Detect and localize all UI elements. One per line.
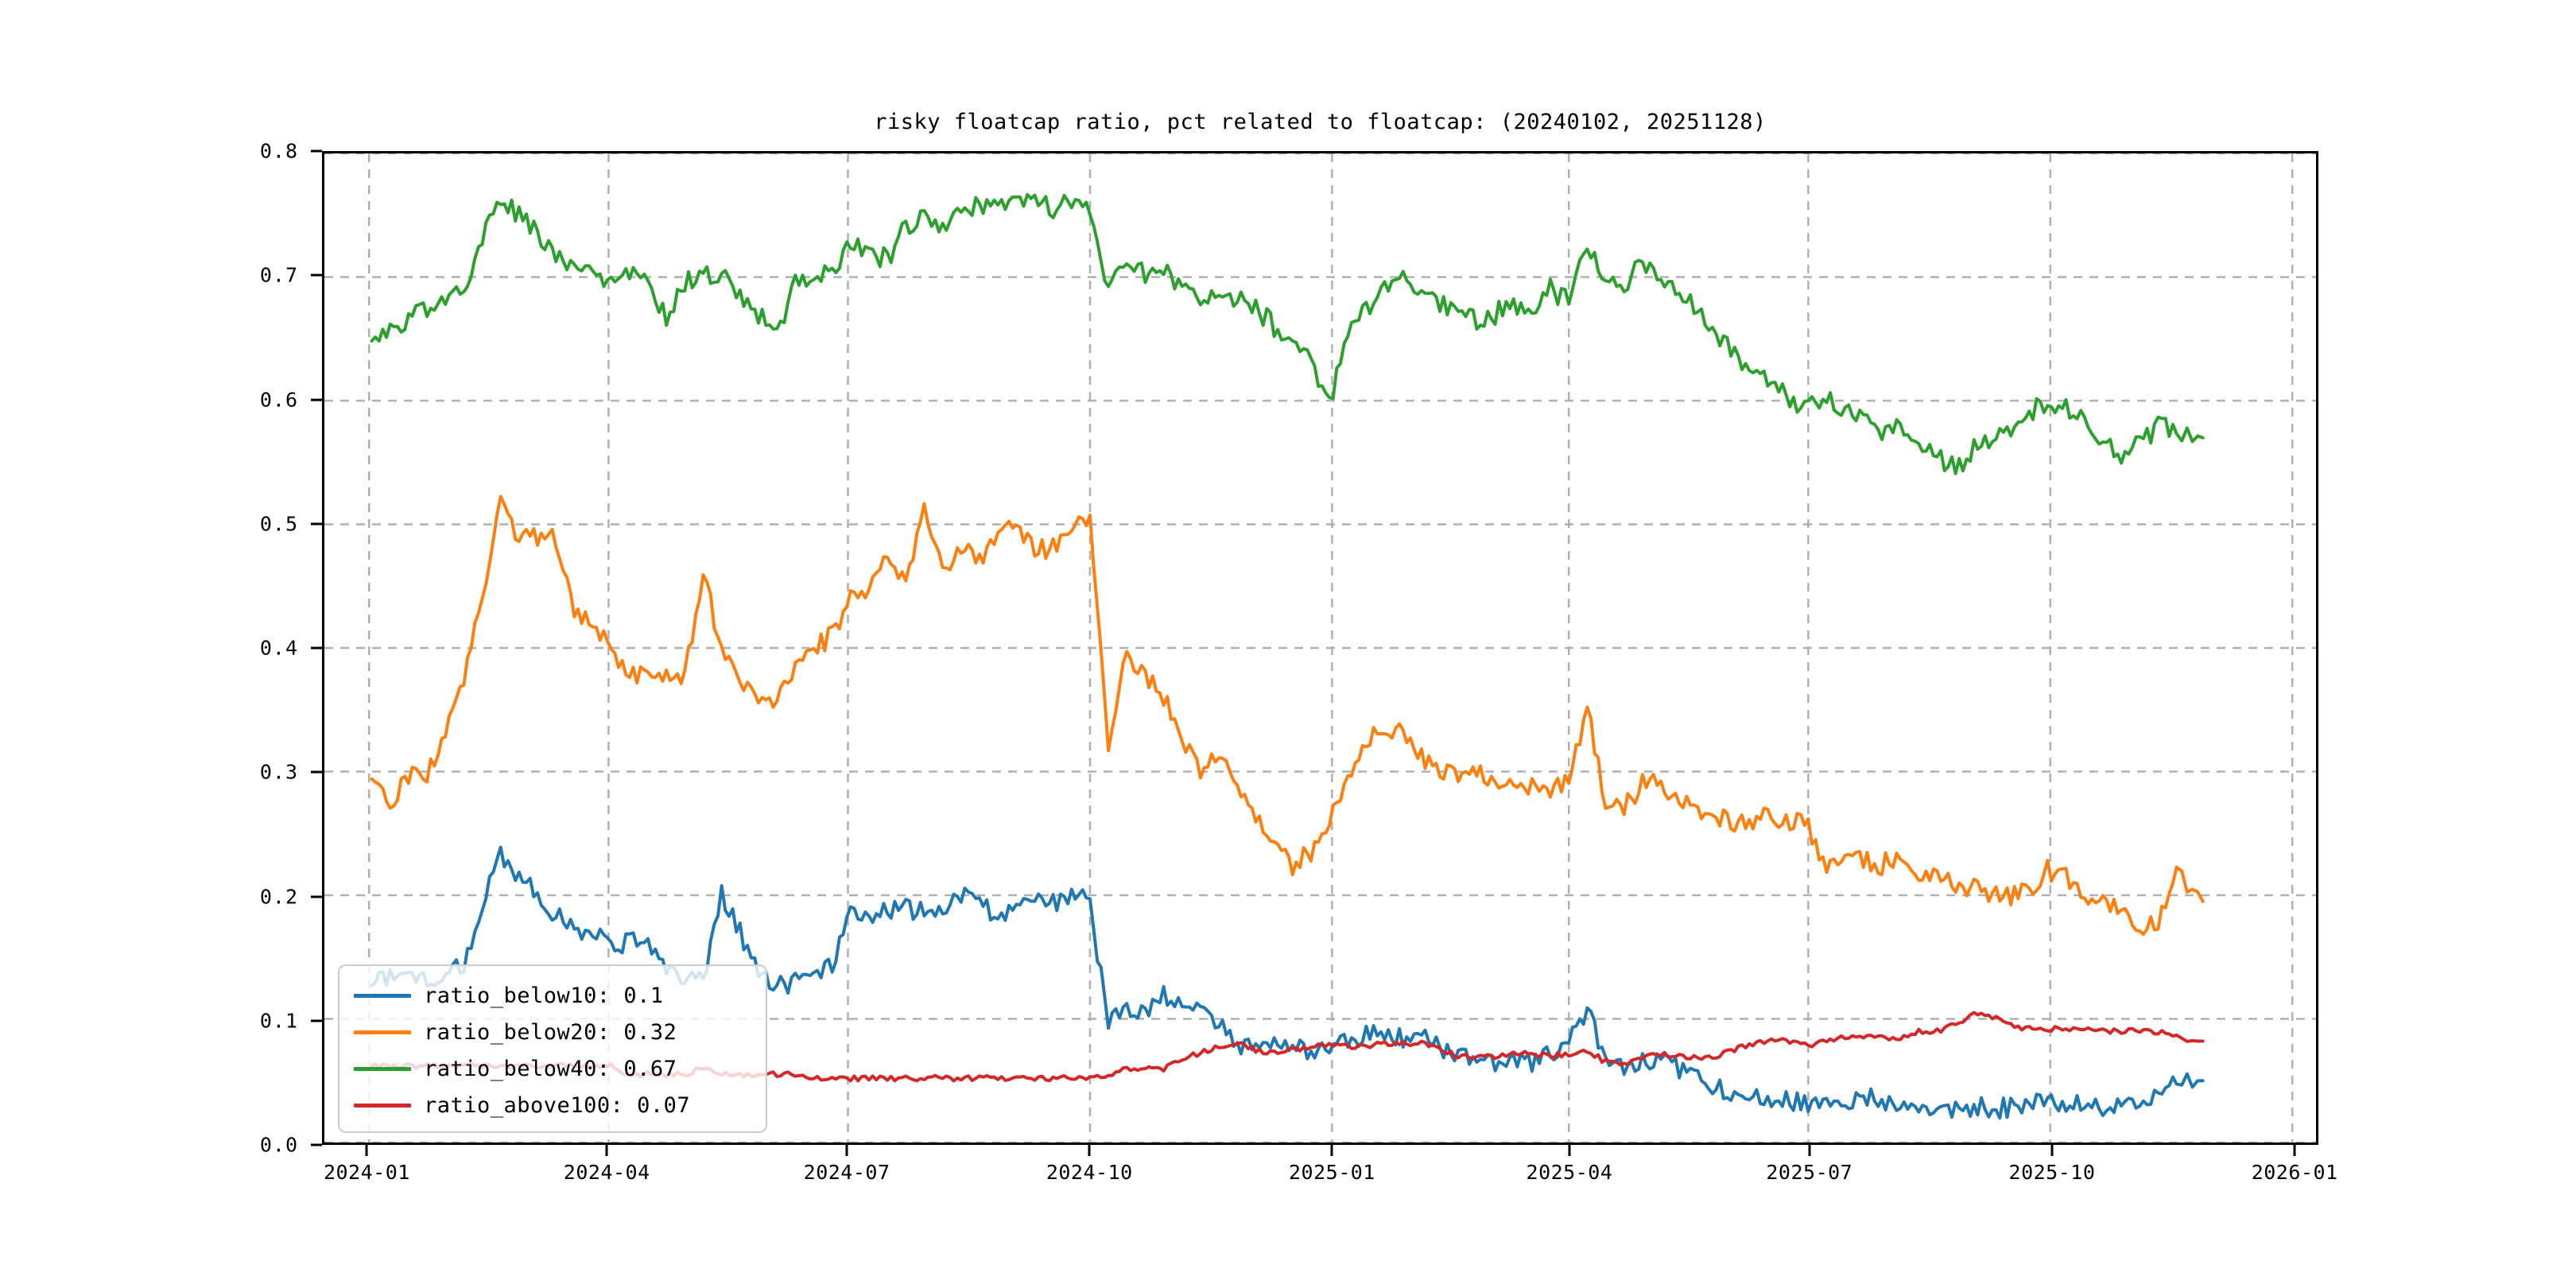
x-tick-label: 2024-07 xyxy=(803,1161,890,1184)
x-tick-label: 2025-07 xyxy=(1766,1161,1853,1184)
x-tick-label: 2024-01 xyxy=(323,1161,410,1184)
y-tick-mark xyxy=(311,149,322,153)
y-tick-label: 0.0 xyxy=(259,1133,298,1157)
y-tick-mark xyxy=(311,274,322,277)
x-tick-mark xyxy=(845,1145,848,1156)
x-tick-mark xyxy=(605,1145,608,1156)
legend-color-swatch xyxy=(354,1103,411,1108)
legend-item-ratio_below40[interactable]: ratio_below40: 0.67 xyxy=(354,1050,751,1087)
series-line-ratio_below40 xyxy=(372,195,2203,474)
x-tick-label: 2025-01 xyxy=(1288,1161,1375,1184)
legend-color-swatch xyxy=(354,1030,411,1034)
legend-item-ratio_below10[interactable]: ratio_below10: 0.1 xyxy=(354,977,751,1014)
y-tick-mark xyxy=(311,1143,322,1146)
grid-lines xyxy=(324,153,2316,1143)
legend-label: ratio_below40: 0.67 xyxy=(424,1056,677,1081)
page-title: risky floatcap ratio, pct related to flo… xyxy=(874,110,1767,134)
x-tick-label: 2024-10 xyxy=(1046,1161,1133,1184)
y-tick-mark xyxy=(311,770,322,774)
y-tick-label: 0.1 xyxy=(259,1009,298,1033)
x-tick-label: 2024-04 xyxy=(563,1161,650,1184)
legend-item-ratio_below20[interactable]: ratio_below20: 0.32 xyxy=(354,1014,751,1050)
series-line-ratio_below20 xyxy=(372,497,2203,935)
y-tick-label: 0.4 xyxy=(259,636,298,660)
x-tick-label: 2026-01 xyxy=(2251,1161,2338,1184)
x-tick-mark xyxy=(1330,1145,1333,1156)
y-tick-mark xyxy=(311,646,322,650)
x-tick-mark xyxy=(1568,1145,1571,1156)
x-tick-mark xyxy=(2050,1145,2054,1156)
y-tick-label: 0.5 xyxy=(259,512,298,536)
y-tick-label: 0.7 xyxy=(259,263,298,287)
x-tick-mark xyxy=(1088,1145,1091,1156)
legend-label: ratio_below20: 0.32 xyxy=(424,1019,677,1045)
y-tick-mark xyxy=(311,895,322,898)
legend-label: ratio_below10: 0.1 xyxy=(424,983,664,1008)
y-tick-label: 0.6 xyxy=(259,388,298,411)
x-tick-mark xyxy=(1808,1145,1811,1156)
y-tick-mark xyxy=(311,1019,322,1022)
y-tick-mark xyxy=(311,522,322,526)
legend-color-swatch xyxy=(354,993,411,998)
y-tick-label: 0.3 xyxy=(259,760,298,784)
x-tick-mark xyxy=(2293,1145,2296,1156)
y-tick-mark xyxy=(311,398,322,401)
legend-color-swatch xyxy=(354,1066,411,1071)
y-tick-label: 0.8 xyxy=(259,139,298,163)
y-tick-label: 0.2 xyxy=(259,885,298,908)
legend-item-ratio_above100[interactable]: ratio_above100: 0.07 xyxy=(354,1087,751,1123)
legend-label: ratio_above100: 0.07 xyxy=(424,1092,691,1118)
x-tick-mark xyxy=(365,1145,368,1156)
x-tick-label: 2025-10 xyxy=(2008,1161,2096,1184)
x-tick-label: 2025-04 xyxy=(1526,1161,1613,1184)
chart-legend[interactable]: ratio_below10: 0.1 ratio_below20: 0.32 rat… xyxy=(338,964,767,1133)
